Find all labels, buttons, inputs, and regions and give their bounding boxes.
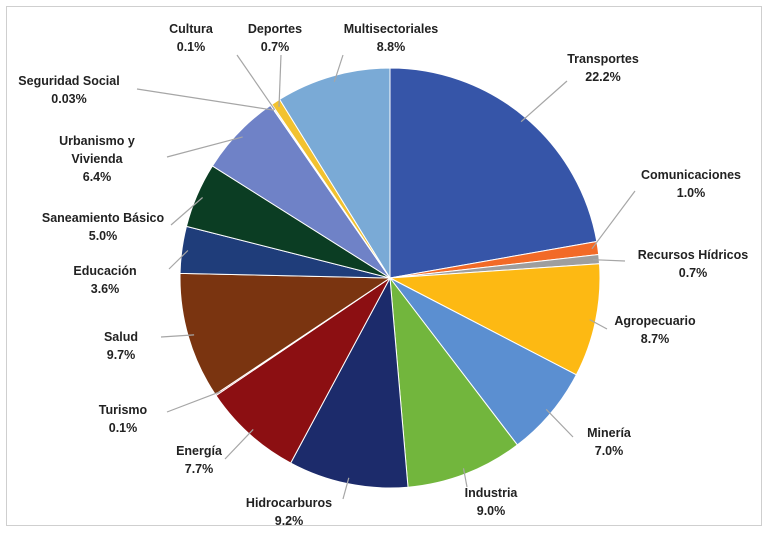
leader-comunicaciones xyxy=(591,190,636,250)
leader-industria xyxy=(462,468,468,488)
label-name: Multisectoriales xyxy=(344,22,439,36)
label-name: Educación xyxy=(73,264,136,278)
label-name: Energía xyxy=(176,444,223,458)
label-percent: 7.7% xyxy=(185,462,214,476)
leader-lines xyxy=(136,54,636,500)
label-name: Turismo xyxy=(99,403,148,417)
pie-chart: Transportes 22.2% Comunicaciones 1.0% Recurs… xyxy=(18,22,748,527)
label-name: Urbanismo y xyxy=(59,134,135,148)
leader-recursos-hidricos xyxy=(593,259,626,262)
label-percent: 8.8% xyxy=(377,40,406,54)
label-seguridad-social: Seguridad Social 0.03% xyxy=(18,74,119,106)
label-percent: 3.6% xyxy=(91,282,120,296)
label-urbanismo-y-vivienda: Urbanismo y Vivienda 6.4% xyxy=(59,134,135,184)
slice-agropecuario xyxy=(388,263,601,376)
label-percent: 0.1% xyxy=(177,40,206,54)
label-educacion: Educación 3.6% xyxy=(73,264,136,296)
label-name: Deportes xyxy=(248,22,302,36)
slice-labels: Transportes 22.2% Comunicaciones 1.0% Recurs… xyxy=(18,22,748,527)
leader-educacion xyxy=(168,250,189,270)
label-name: Saneamiento Básico xyxy=(42,211,165,225)
label-industria: Industria 9.0% xyxy=(465,486,519,518)
leader-urbanismo-y-vivienda xyxy=(166,136,243,158)
label-name: Salud xyxy=(104,330,138,344)
label-percent: 0.03% xyxy=(51,92,86,106)
leader-deportes xyxy=(278,54,282,107)
slice-industria xyxy=(389,276,519,488)
label-name: Cultura xyxy=(169,22,214,36)
label-name: Recursos Hídricos xyxy=(638,248,749,262)
label-name: Vivienda xyxy=(71,152,123,166)
label-percent: 8.7% xyxy=(641,332,670,346)
label-name: Comunicaciones xyxy=(641,168,741,182)
label-name: Seguridad Social xyxy=(18,74,119,88)
leader-transportes xyxy=(520,80,568,123)
leader-saneamiento-basico xyxy=(170,197,203,226)
label-energia: Energía 7.7% xyxy=(176,444,223,476)
leader-energia xyxy=(224,428,254,460)
label-name: Minería xyxy=(587,426,632,440)
leader-mineria xyxy=(545,408,574,438)
leader-turismo xyxy=(166,391,221,413)
label-salud: Salud 9.7% xyxy=(104,330,138,362)
label-turismo: Turismo 0.1% xyxy=(99,403,148,435)
leader-agropecuario xyxy=(589,319,608,330)
label-percent: 9.2% xyxy=(275,514,304,527)
label-saneamiento-basico: Saneamiento Básico 5.0% xyxy=(42,211,165,243)
label-percent: 0.1% xyxy=(109,421,138,435)
slice-salud xyxy=(179,272,392,396)
label-name: Agropecuario xyxy=(614,314,696,328)
slice-transportes xyxy=(389,67,598,279)
label-multisectoriales: Multisectoriales 8.8% xyxy=(344,22,439,54)
label-name: Industria xyxy=(465,486,519,500)
label-deportes: Deportes 0.7% xyxy=(248,22,302,54)
label-percent: 7.0% xyxy=(595,444,624,458)
label-percent: 9.0% xyxy=(477,504,506,518)
label-percent: 0.7% xyxy=(679,266,708,280)
label-percent: 0.7% xyxy=(261,40,290,54)
leader-seguridad-social xyxy=(136,88,275,111)
label-agropecuario: Agropecuario 8.7% xyxy=(614,314,696,346)
label-transportes: Transportes 22.2% xyxy=(567,52,639,84)
slice-multisectoriales xyxy=(278,67,391,280)
label-percent: 6.4% xyxy=(83,170,112,184)
label-name: Transportes xyxy=(567,52,639,66)
label-hidrocarburos: Hidrocarburos 9.2% xyxy=(246,496,332,527)
label-mineria: Minería 7.0% xyxy=(587,426,632,458)
label-percent: 1.0% xyxy=(677,186,706,200)
chart-frame: Transportes 22.2% Comunicaciones 1.0% Recurs… xyxy=(6,6,762,527)
label-percent: 9.7% xyxy=(107,348,136,362)
label-percent: 5.0% xyxy=(89,229,118,243)
leader-hidrocarburos xyxy=(342,477,350,500)
label-name: Hidrocarburos xyxy=(246,496,332,510)
label-recursos-hidricos: Recursos Hídricos 0.7% xyxy=(638,248,749,280)
pie-slices xyxy=(179,67,601,489)
label-percent: 22.2% xyxy=(585,70,620,84)
leader-multisectoriales xyxy=(333,54,344,82)
label-cultura: Cultura 0.1% xyxy=(169,22,214,54)
leader-salud xyxy=(160,334,195,338)
label-comunicaciones: Comunicaciones 1.0% xyxy=(641,168,741,200)
leader-cultura xyxy=(236,54,276,111)
